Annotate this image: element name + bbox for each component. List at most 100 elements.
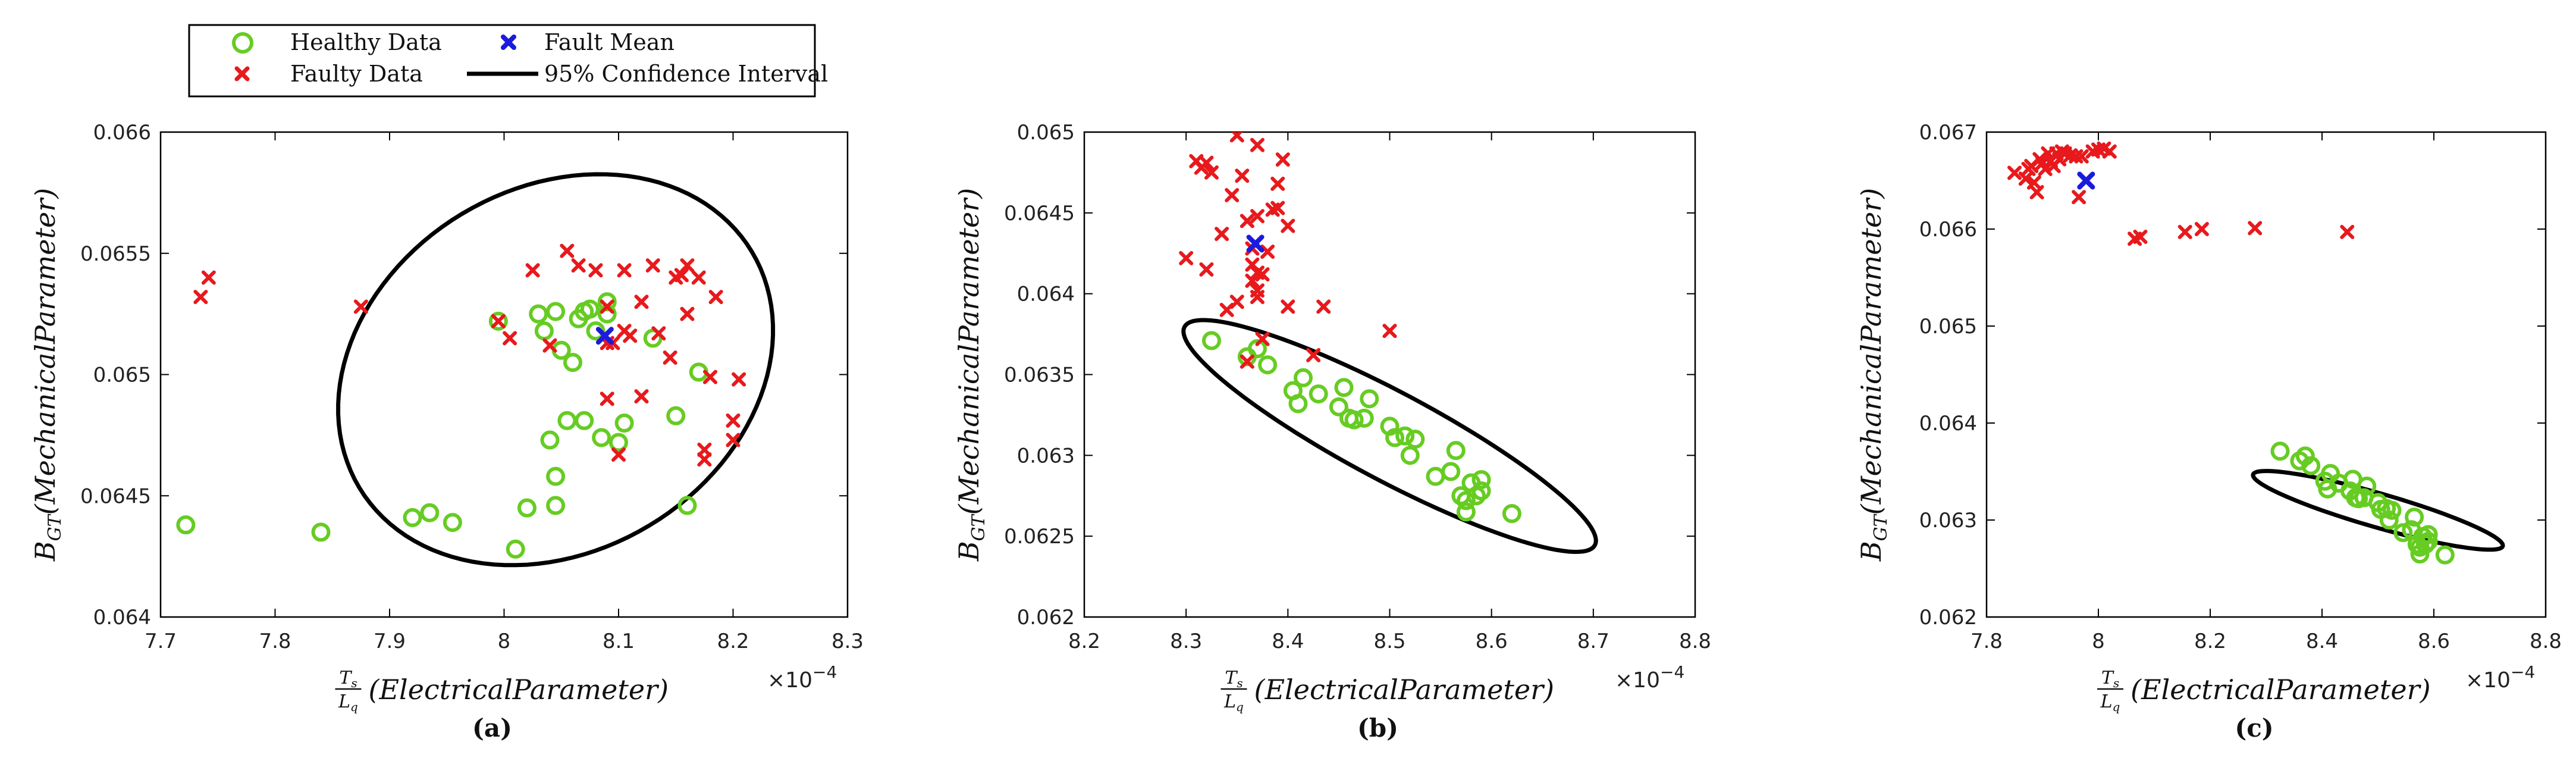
x-exponent-label: ×10−4 <box>2465 662 2535 693</box>
x-label-denominator: Lq <box>338 691 358 714</box>
x-label-num-main: T <box>2101 668 2114 688</box>
x-tick-label: 8.8 <box>1679 630 1711 653</box>
legend-fault-mean-marker-icon <box>501 35 516 50</box>
y-tick-label: 0.063 <box>1017 444 1075 468</box>
faulty-point <box>697 452 712 467</box>
x-label-den-main: L <box>338 691 350 712</box>
x-tick-label: 8.6 <box>2418 630 2450 653</box>
faulty-point <box>600 299 614 314</box>
healthy-point <box>546 466 566 486</box>
healthy-point <box>540 430 560 450</box>
healthy-point <box>1334 378 1354 397</box>
x-tick-label: 7.9 <box>374 630 406 653</box>
healthy-point <box>2435 545 2455 565</box>
healthy-point <box>2301 456 2321 475</box>
healthy-point <box>546 302 566 321</box>
legend-healthy-label: Healthy Data <box>290 29 442 55</box>
faulty-point <box>1204 165 1219 180</box>
healthy-point <box>2393 523 2413 543</box>
x-exponent-base: ×10 <box>767 668 812 693</box>
faulty-point <box>2102 144 2117 159</box>
healthy-point <box>614 414 634 433</box>
faulty-point <box>2007 165 2022 180</box>
x-label-den-main: L <box>1223 691 1236 712</box>
fault-mean-point <box>1246 234 1265 253</box>
faulty-point <box>2248 221 2263 236</box>
y-tick-label: 0.0635 <box>1004 364 1075 387</box>
x-label-denominator: Lq <box>1223 691 1244 714</box>
faulty-point <box>1245 273 1260 288</box>
faulty-point <box>617 263 632 278</box>
y-tick-label: 0.063 <box>1919 509 1977 533</box>
faulty-point <box>1250 290 1265 305</box>
fault-mean-point <box>2077 171 2095 190</box>
faulty-point <box>542 338 557 353</box>
confidence-ellipse <box>336 172 776 568</box>
x-exponent-power: −4 <box>1660 662 1684 682</box>
healthy-point <box>1329 397 1348 416</box>
faulty-point <box>1281 299 1295 314</box>
legend-confidence-label: 95% Confidence Interval <box>544 61 828 87</box>
healthy-point <box>2379 511 2399 530</box>
faulty-point <box>691 270 706 285</box>
healthy-point <box>1309 384 1328 404</box>
x-axis-label: (ElectricalParameter) <box>2131 674 2431 706</box>
healthy-point <box>666 406 686 425</box>
healthy-point <box>2295 446 2315 466</box>
panel-b: 8.2 8.3 8.4 8.5 8.6 8.7 8.8 0.062 0.0625 0.063 0.0… <box>953 121 1711 743</box>
healthy-point <box>1446 441 1466 461</box>
x-label-denominator: Lq <box>2100 691 2120 714</box>
healthy-point <box>1502 504 1521 524</box>
legend-faulty-marker-icon <box>234 66 250 82</box>
faulty-point <box>600 392 614 406</box>
healthy-point <box>1471 481 1491 501</box>
y-tick-label: 0.066 <box>1919 218 1977 242</box>
y-tick-label: 0.0655 <box>80 242 151 266</box>
healthy-point <box>677 496 697 515</box>
x-tick-label: 8.2 <box>2194 630 2226 653</box>
x-exponent-power: −4 <box>812 662 837 682</box>
x-tick-label: 8.3 <box>832 630 864 653</box>
y-tick-label: 0.067 <box>1919 121 1977 145</box>
faulty-point <box>1240 214 1254 228</box>
panel-label: (c) <box>2235 713 2273 743</box>
healthy-point <box>529 304 548 324</box>
faulty-point <box>1250 137 1265 152</box>
x-exponent-base: ×10 <box>1615 668 1660 693</box>
x-axis-label: (ElectricalParameter) <box>369 674 669 706</box>
faulty-point <box>2133 230 2148 245</box>
axes-box <box>1985 131 2547 618</box>
x-tick-label: 7.8 <box>1971 630 2003 653</box>
faulty-point <box>1199 155 1214 170</box>
x-axis-label: (ElectricalParameter) <box>1254 674 1555 706</box>
faulty-point <box>708 290 723 305</box>
faulty-point <box>1382 324 1397 339</box>
faulty-point <box>1225 187 1240 202</box>
faulty-point <box>663 350 677 365</box>
legend-entry-faulty: Faulty Data <box>234 61 423 87</box>
x-label-den-main: L <box>2100 691 2113 712</box>
panel-label: (b) <box>1357 713 1398 743</box>
y-axis-label: BGT(MechanicalParameter) <box>29 188 65 562</box>
panel-label: (a) <box>472 713 512 743</box>
healthy-point <box>1201 331 1221 350</box>
x-tick-label: 8.8 <box>2530 630 2562 653</box>
healthy-point <box>1466 486 1486 506</box>
faulty-point <box>2072 190 2086 205</box>
legend-fault-mean-label: Fault Mean <box>544 29 674 55</box>
faulty-point <box>201 270 216 285</box>
healthy-point <box>2405 508 2424 527</box>
faulty-point <box>1240 354 1254 369</box>
faulty-point <box>623 328 638 343</box>
y-axis-label: BGT(MechanicalParameter) <box>953 188 989 562</box>
x-tick-label: 8.5 <box>1373 630 1405 653</box>
y-label-main: B <box>953 541 985 562</box>
faulty-point <box>491 314 506 328</box>
faulty-point <box>1179 250 1194 265</box>
healthy-point <box>2382 500 2402 520</box>
faulty-point <box>680 306 695 321</box>
faulty-point <box>674 268 689 283</box>
faulty-point <box>1306 347 1321 362</box>
faulty-point <box>193 290 208 305</box>
faulty-point <box>588 263 603 278</box>
